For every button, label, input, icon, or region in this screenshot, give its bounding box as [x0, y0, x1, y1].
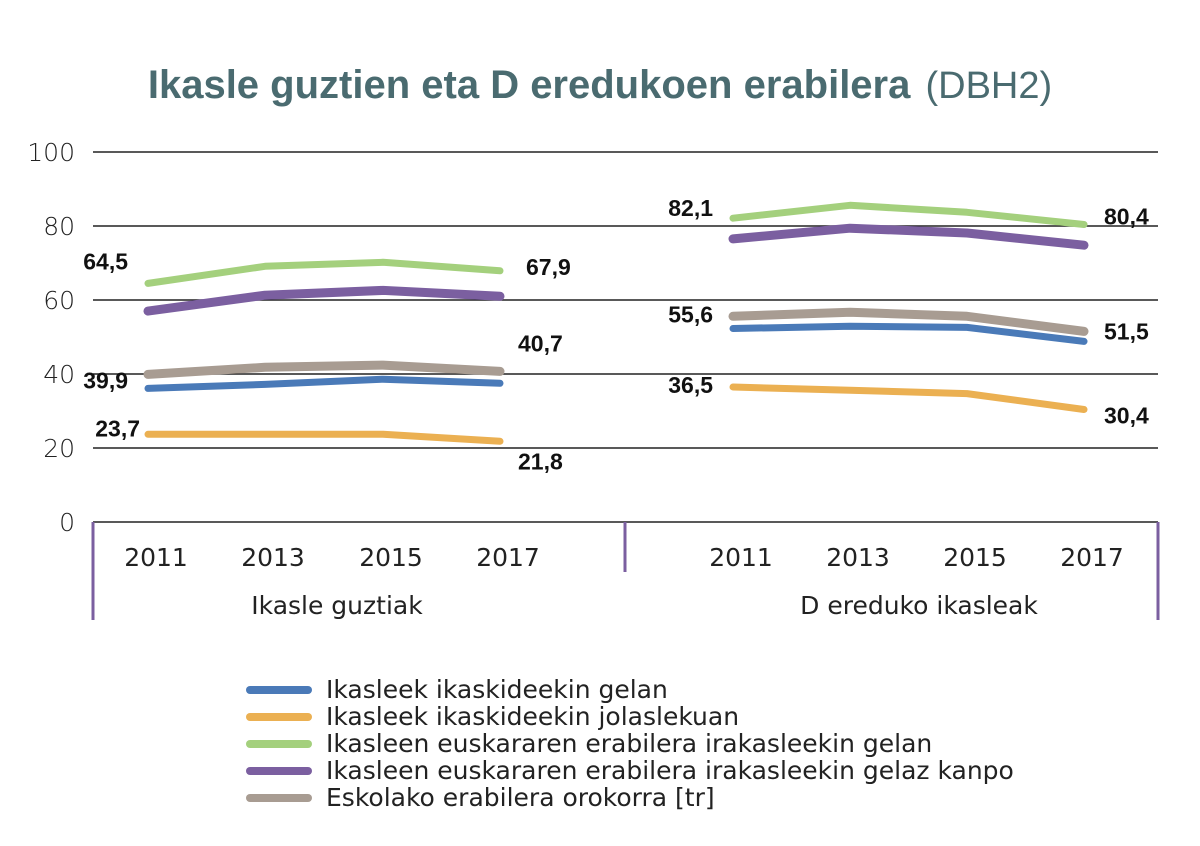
x-tick-label: 2015 [359, 543, 423, 572]
group-separators [91, 522, 1160, 620]
legend-label: Ikasleek ikaskideekin gelan [326, 675, 668, 704]
x-tick-label: 2013 [826, 543, 890, 572]
data-label: 80,4 [1104, 204, 1149, 230]
series-line [728, 307, 1089, 336]
x-tick-label: 2017 [1060, 543, 1124, 572]
y-tick-label: 40 [43, 360, 75, 389]
series-line [729, 322, 1088, 345]
legend-label: Eskolako erabilera orokorra [tr] [326, 783, 715, 812]
data-label: 21,8 [518, 448, 563, 474]
legend-label: Ikasleen euskararen erabilera irakasleek… [326, 729, 932, 758]
y-axis-ticks: 0 20 40 60 80 100 [27, 138, 75, 537]
x-tick-label: 2015 [943, 543, 1007, 572]
data-labels: 64,5 67,9 39,9 40,7 23,7 21,8 82,1 80,4 55,6 51,5… [83, 195, 1149, 474]
data-label: 23,7 [95, 415, 140, 441]
series-line [143, 285, 505, 316]
series-lines [143, 201, 1089, 445]
chart-title: Ikasle guztien eta D eredukoen erabilera… [148, 63, 1052, 107]
x-tick-label: 2017 [476, 543, 540, 572]
legend-label: Ikasleen euskararen erabilera irakasleek… [326, 756, 1014, 785]
data-label: 82,1 [668, 195, 713, 221]
gridlines [93, 151, 1158, 523]
series-line [144, 430, 504, 445]
data-label: 30,4 [1104, 403, 1149, 429]
legend-label: Ikasleek ikaskideekin jolaslekuan [326, 702, 739, 731]
chart-title-suffix: (DBH2) [925, 65, 1052, 107]
chart-title-main: Ikasle guztien eta D eredukoen erabilera [148, 63, 911, 107]
x-tick-label: 2011 [709, 543, 773, 572]
series-line [144, 375, 504, 392]
data-label: 40,7 [518, 330, 563, 356]
group-label: Ikasle guztiak [251, 591, 423, 620]
x-tick-label: 2011 [124, 543, 188, 572]
data-label: 55,6 [668, 301, 713, 327]
y-tick-label: 80 [43, 212, 75, 241]
group-label: D ereduko ikasleak [800, 591, 1038, 620]
x-tick-label: 2013 [241, 543, 305, 572]
data-label: 39,9 [83, 367, 128, 393]
series-line [729, 383, 1088, 413]
x-axis-ticks: 2011 2013 2015 2017 2011 2013 2015 2017 [124, 543, 1124, 572]
series-line [144, 258, 504, 287]
y-tick-label: 60 [43, 286, 75, 315]
data-label: 64,5 [83, 248, 128, 274]
series-line [728, 223, 1089, 250]
series-line [729, 201, 1088, 228]
series-line [143, 360, 505, 379]
data-label: 51,5 [1104, 318, 1149, 344]
data-label: 67,9 [526, 254, 571, 280]
data-label: 36,5 [668, 372, 713, 398]
y-tick-label: 0 [59, 508, 75, 537]
group-labels: Ikasle guztiak D ereduko ikasleak [251, 591, 1038, 620]
y-tick-label: 20 [43, 434, 75, 463]
y-tick-label: 100 [27, 138, 75, 167]
